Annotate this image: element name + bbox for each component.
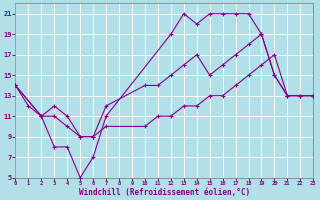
X-axis label: Windchill (Refroidissement éolien,°C): Windchill (Refroidissement éolien,°C) (79, 188, 250, 197)
